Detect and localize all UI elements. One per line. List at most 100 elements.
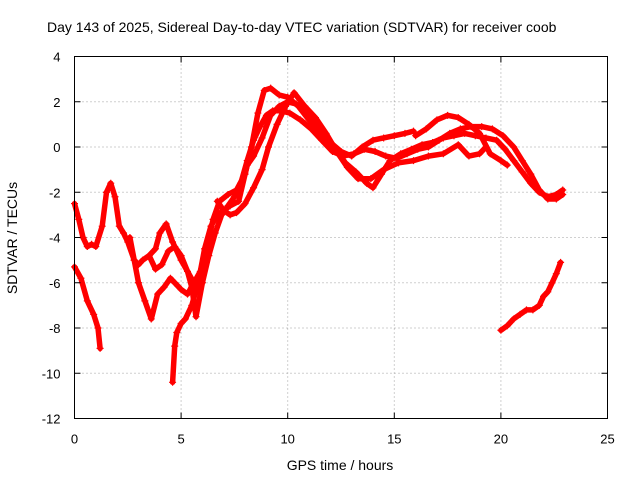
data-point bbox=[160, 283, 168, 291]
data-point bbox=[510, 157, 518, 165]
data-point bbox=[418, 141, 426, 149]
data-point bbox=[380, 166, 388, 174]
data-point bbox=[544, 288, 552, 296]
data-point bbox=[503, 322, 511, 330]
data-point bbox=[192, 313, 200, 321]
data-point bbox=[220, 206, 228, 214]
series-pass-3 bbox=[127, 85, 417, 322]
data-point bbox=[343, 163, 351, 171]
data-point bbox=[102, 188, 110, 196]
data-point bbox=[250, 184, 258, 192]
data-point bbox=[290, 89, 298, 97]
data-point bbox=[461, 129, 469, 137]
data-point bbox=[478, 123, 486, 131]
data-point bbox=[433, 116, 441, 124]
data-point bbox=[439, 134, 447, 142]
x-tick-label: 25 bbox=[600, 432, 614, 447]
data-point bbox=[250, 152, 258, 160]
data-point bbox=[380, 134, 388, 142]
data-point bbox=[371, 148, 379, 156]
data-point bbox=[141, 297, 149, 305]
data-point bbox=[256, 123, 264, 131]
data-point bbox=[79, 234, 87, 241]
data-point bbox=[213, 197, 221, 205]
data-point bbox=[111, 193, 119, 201]
data-point bbox=[152, 245, 160, 253]
data-point bbox=[230, 193, 238, 201]
data-point bbox=[535, 301, 543, 309]
data-point bbox=[557, 258, 565, 266]
data-point bbox=[211, 229, 219, 237]
data-point bbox=[177, 319, 185, 327]
y-tick-label: 2 bbox=[53, 95, 60, 110]
data-point bbox=[422, 125, 430, 133]
x-tick-label: 20 bbox=[494, 432, 508, 447]
data-point bbox=[529, 306, 537, 314]
data-point bbox=[465, 152, 473, 160]
data-point bbox=[286, 109, 294, 117]
data-point bbox=[92, 243, 100, 251]
data-point bbox=[497, 157, 505, 165]
data-point bbox=[181, 315, 189, 323]
x-tick-label: 5 bbox=[177, 432, 184, 447]
data-point bbox=[243, 161, 251, 169]
data-point bbox=[301, 102, 309, 110]
data-point bbox=[171, 342, 179, 350]
data-point bbox=[488, 125, 496, 133]
data-point bbox=[476, 129, 484, 137]
data-point bbox=[516, 310, 524, 318]
data-point bbox=[134, 279, 142, 287]
data-point bbox=[254, 109, 262, 117]
data-point bbox=[98, 222, 106, 230]
data-point bbox=[158, 261, 166, 269]
data-point bbox=[173, 329, 181, 337]
data-point bbox=[382, 152, 390, 160]
data-point bbox=[407, 145, 415, 153]
data-point bbox=[518, 168, 526, 176]
data-point bbox=[535, 188, 543, 196]
data-point bbox=[267, 111, 275, 119]
y-tick-label: -10 bbox=[42, 366, 61, 381]
data-point bbox=[476, 150, 484, 158]
data-point bbox=[369, 184, 377, 192]
data-point bbox=[544, 193, 552, 201]
y-tick-label: -12 bbox=[42, 412, 61, 427]
data-series-group bbox=[71, 84, 567, 386]
data-point bbox=[540, 292, 548, 300]
data-point bbox=[456, 125, 464, 133]
y-tick-label: -6 bbox=[49, 276, 61, 291]
data-point bbox=[166, 274, 174, 282]
data-point bbox=[318, 136, 326, 144]
data-point bbox=[169, 238, 177, 246]
data-point bbox=[226, 202, 234, 210]
data-point bbox=[501, 145, 509, 153]
data-point bbox=[205, 252, 213, 260]
data-point bbox=[552, 191, 560, 199]
data-point bbox=[322, 129, 330, 137]
data-point bbox=[147, 315, 155, 323]
plot-frame bbox=[74, 56, 608, 419]
data-point bbox=[171, 279, 179, 287]
data-point bbox=[83, 243, 91, 251]
data-point bbox=[296, 116, 304, 124]
y-tick-label: 0 bbox=[53, 140, 60, 155]
data-point bbox=[273, 120, 281, 128]
data-point bbox=[96, 344, 104, 352]
data-point bbox=[235, 197, 243, 205]
chart-title: Day 143 of 2025, Sidereal Day-to-day VTE… bbox=[47, 19, 557, 35]
data-point bbox=[115, 222, 123, 230]
data-point bbox=[409, 157, 417, 165]
x-tick-label: 15 bbox=[387, 432, 401, 447]
data-point bbox=[267, 84, 275, 92]
data-point bbox=[439, 150, 447, 158]
data-point bbox=[207, 222, 215, 230]
data-point bbox=[367, 175, 375, 183]
data-point bbox=[90, 310, 98, 318]
data-point bbox=[499, 132, 507, 140]
data-point bbox=[152, 265, 160, 273]
data-point bbox=[194, 279, 202, 287]
data-point bbox=[522, 306, 530, 314]
data-point bbox=[307, 125, 315, 133]
data-point bbox=[77, 274, 85, 282]
data-point bbox=[282, 102, 290, 110]
